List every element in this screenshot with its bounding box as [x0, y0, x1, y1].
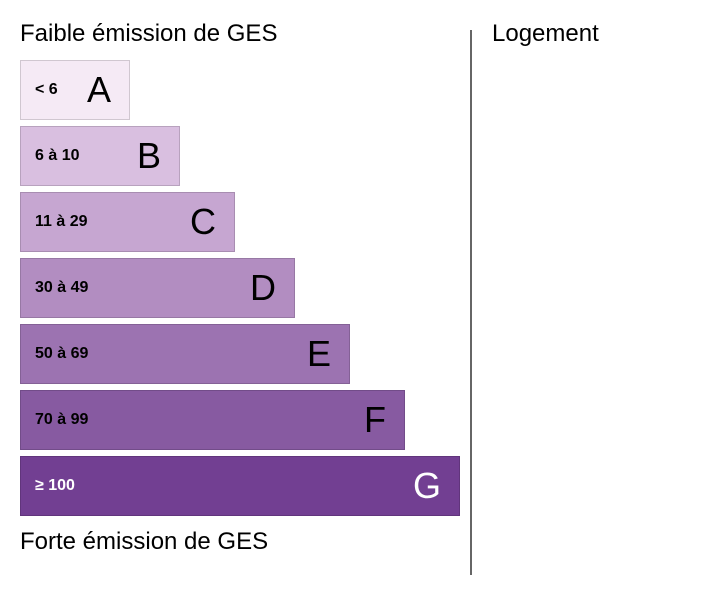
bar-range: 50 à 69 — [35, 345, 88, 363]
bar-letter: A — [87, 69, 111, 111]
bar-c: 11 à 29 C — [20, 192, 235, 252]
bar-d: 30 à 49 D — [20, 258, 295, 318]
bar-a: < 6 A — [20, 60, 130, 120]
bar-range: 11 à 29 — [35, 213, 88, 231]
bar-letter: C — [190, 201, 216, 243]
bar-range: < 6 — [35, 81, 58, 99]
bars-container: < 6 A 6 à 10 B 11 à 29 C 30 à 49 D 50 à 69 E 70 à … — [20, 60, 460, 516]
bar-range: ≥ 100 — [35, 477, 75, 495]
bar-letter: G — [413, 465, 441, 507]
bar-range: 30 à 49 — [35, 279, 88, 297]
scale-panel: Faible émission de GES < 6 A 6 à 10 B 11 à 2… — [20, 20, 460, 585]
top-heading: Faible émission de GES — [20, 20, 460, 48]
bar-range: 6 à 10 — [35, 147, 79, 165]
vertical-divider — [470, 30, 472, 575]
ges-diagram: Faible émission de GES < 6 A 6 à 10 B 11 à 2… — [20, 20, 692, 585]
bar-b: 6 à 10 B — [20, 126, 180, 186]
bar-g: ≥ 100 G — [20, 456, 460, 516]
bar-range: 70 à 99 — [35, 411, 88, 429]
bar-letter: B — [137, 135, 161, 177]
right-heading: Logement — [492, 20, 692, 48]
bar-f: 70 à 99 F — [20, 390, 405, 450]
bar-letter: D — [250, 267, 276, 309]
bar-letter: F — [364, 399, 386, 441]
bar-e: 50 à 69 E — [20, 324, 350, 384]
bottom-heading: Forte émission de GES — [20, 528, 460, 556]
logement-panel: Logement — [492, 20, 692, 585]
bar-letter: E — [307, 333, 331, 375]
